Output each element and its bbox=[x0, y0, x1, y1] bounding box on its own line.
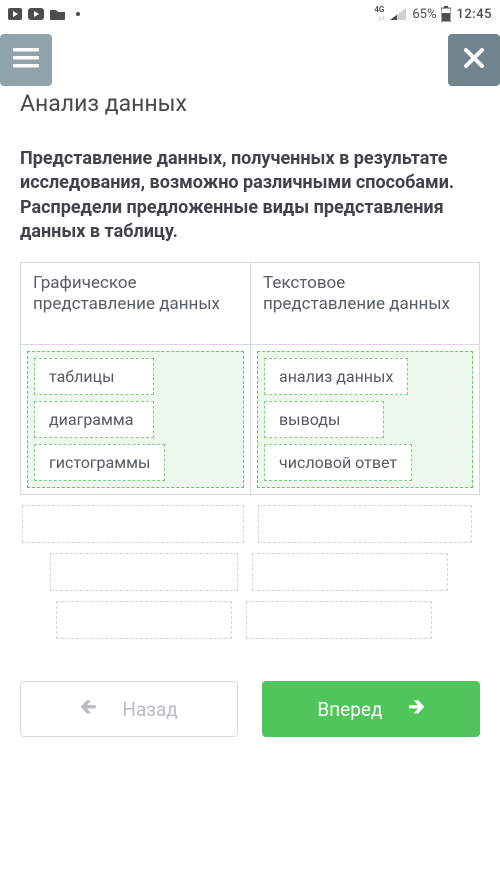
arrow-right-icon: 🡲 bbox=[408, 692, 424, 726]
column-header-graphic: Графическое представление данных bbox=[21, 263, 250, 345]
chip[interactable]: таблицы bbox=[34, 358, 154, 395]
source-slots bbox=[20, 505, 480, 639]
clock: 12:45 bbox=[457, 7, 492, 22]
dropzone-graphic[interactable]: таблицы диаграмма гистограммы bbox=[27, 351, 244, 488]
back-button[interactable]: 🡰 Назад bbox=[20, 681, 238, 737]
chip[interactable]: выводы bbox=[264, 401, 384, 438]
chip[interactable]: числовой ответ bbox=[264, 444, 412, 481]
empty-slot[interactable] bbox=[246, 601, 432, 639]
table-column-text: Текстовое представление данных анализ да… bbox=[250, 263, 479, 494]
back-button-label: Назад bbox=[122, 698, 177, 721]
folder-icon bbox=[50, 8, 66, 20]
page-title: Анализ данных bbox=[20, 90, 480, 117]
battery-icon bbox=[441, 6, 451, 22]
youtube-icon bbox=[28, 8, 44, 20]
app-bar bbox=[0, 28, 500, 88]
forward-button-label: Вперед bbox=[317, 698, 382, 721]
forward-button[interactable]: Вперед 🡲 bbox=[262, 681, 480, 737]
chip[interactable]: диаграмма bbox=[34, 401, 154, 438]
network-type-label: 4G↓↑ bbox=[374, 6, 384, 23]
battery-percent: 65% bbox=[412, 7, 436, 22]
close-icon bbox=[463, 47, 485, 73]
close-button[interactable] bbox=[448, 34, 500, 86]
empty-slot[interactable] bbox=[252, 553, 448, 591]
more-notifications-dot bbox=[76, 12, 80, 16]
menu-button[interactable] bbox=[0, 34, 52, 86]
empty-slot[interactable] bbox=[56, 601, 232, 639]
play-icon bbox=[8, 8, 22, 20]
classification-table: Графическое представление данных таблицы… bbox=[20, 262, 480, 495]
empty-slot[interactable] bbox=[50, 553, 238, 591]
network-type-text: 4G bbox=[374, 5, 384, 14]
content-area: Анализ данных Представление данных, полу… bbox=[0, 90, 500, 639]
table-column-graphic: Графическое представление данных таблицы… bbox=[21, 263, 250, 494]
hamburger-icon bbox=[13, 48, 39, 72]
chip[interactable]: анализ данных bbox=[264, 358, 408, 395]
dropzone-text[interactable]: анализ данных выводы числовой ответ bbox=[257, 351, 473, 488]
signal-icon bbox=[390, 8, 406, 20]
nav-bar: 🡰 Назад Вперед 🡲 bbox=[0, 681, 500, 737]
column-header-text: Текстовое представление данных bbox=[251, 263, 479, 345]
empty-slot[interactable] bbox=[258, 505, 472, 543]
arrow-left-icon: 🡰 bbox=[80, 692, 96, 726]
status-bar: 4G↓↑ 65% 12:45 bbox=[0, 0, 500, 28]
empty-slot[interactable] bbox=[22, 505, 244, 543]
instruction-text: Представление данных, полученных в резул… bbox=[20, 147, 480, 244]
chip[interactable]: гистограммы bbox=[34, 444, 165, 481]
